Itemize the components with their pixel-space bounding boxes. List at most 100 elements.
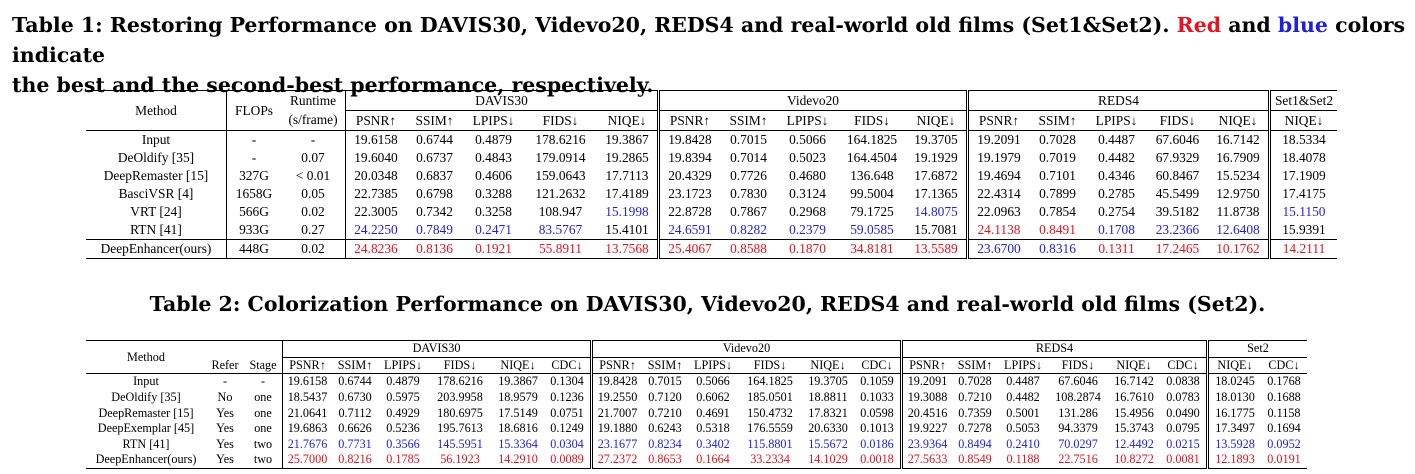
value-cell: 0.6798 <box>416 186 453 201</box>
cell-flops: - <box>226 149 281 167</box>
t2-group-header: REDS4 <box>900 340 1208 358</box>
cell-stage: one <box>254 390 272 405</box>
value-cell: 17.4175 <box>1268 185 1337 203</box>
t1-metric-header: PSNR↑ <box>657 110 720 131</box>
value-cell: 0.5001 <box>1006 405 1040 420</box>
value-cell: 0.5066 <box>696 374 730 389</box>
value-cell: 14.1029 <box>802 452 854 469</box>
value-cell: 145.5951 <box>437 436 483 451</box>
value-cell: 203.9958 <box>437 390 483 405</box>
t2-metric-header: FIDS↓ <box>1048 356 1108 375</box>
value-cell: 24.1138 <box>966 221 1029 240</box>
value-cell: 0.7849 <box>406 221 463 240</box>
value-cell: 0.7101 <box>1039 168 1076 183</box>
table2: Method DAVIS30 Videvo20 REDS4 Set2 Refer… <box>86 339 1307 469</box>
value-cell: 0.1921 <box>463 239 524 259</box>
value-cell: 39.5182 <box>1155 204 1200 219</box>
value-cell: 0.5236 <box>386 421 420 436</box>
t1-metric-header: LPIPS↓ <box>463 110 524 131</box>
value-cell: 17.7113 <box>605 168 649 183</box>
caption1-suffix: colors indicate <box>12 13 1406 67</box>
value-cell: 27.5633 <box>900 452 952 469</box>
value-cell: 0.3124 <box>789 186 826 201</box>
value-cell: 19.1929 <box>914 150 958 165</box>
value-cell: 0.7014 <box>730 150 767 165</box>
value-cell: 0.6737 <box>416 150 453 165</box>
value-cell: 176.5559 <box>747 421 793 436</box>
value-cell: 115.8801 <box>747 436 793 451</box>
value-cell: 16.7909 <box>1216 150 1260 165</box>
value-cell: 0.0952 <box>1267 436 1301 451</box>
value-cell: 59.0585 <box>838 221 906 240</box>
value-cell: 22.8728 <box>657 203 720 221</box>
t2-group-header: DAVIS30 <box>282 340 592 358</box>
value-cell: 0.6744 <box>416 132 453 147</box>
cell-method: DeepRemaster [15] <box>103 168 209 183</box>
t1-metric-header: NIQE↓ <box>1268 110 1337 131</box>
value-cell: 22.3005 <box>345 203 406 221</box>
value-cell: 83.5767 <box>524 221 597 240</box>
cell-flops: 566G <box>226 203 281 221</box>
value-cell: 0.8494 <box>958 436 992 451</box>
value-cell: 0.6243 <box>648 421 682 436</box>
value-cell: 16.7142 <box>1114 374 1154 389</box>
value-cell: 27.2372 <box>590 452 642 469</box>
value-cell: 67.9329 <box>1155 150 1200 165</box>
value-cell: 0.1013 <box>860 421 894 436</box>
value-cell: 0.7112 <box>338 405 372 420</box>
t1-metric-header: PSNR↑ <box>345 110 406 131</box>
value-cell: 136.648 <box>850 168 894 183</box>
value-cell: 0.0186 <box>860 436 894 451</box>
value-cell: 131.286 <box>1058 405 1098 420</box>
value-cell: 19.6158 <box>282 373 332 390</box>
value-cell: 0.0795 <box>1166 421 1200 436</box>
caption1-and-word: and <box>1228 13 1271 37</box>
t1-metric-header: SSIM↑ <box>1029 110 1086 131</box>
value-cell: 0.4482 <box>1006 390 1040 405</box>
value-cell: 22.0963 <box>966 203 1029 221</box>
value-cell: 23.9364 <box>900 436 952 453</box>
t2-metric-header: SSIM↑ <box>642 356 688 375</box>
value-cell: 15.3364 <box>498 436 538 451</box>
value-cell: 13.5928 <box>1206 436 1261 453</box>
value-cell: 195.7613 <box>437 421 483 436</box>
value-cell: 15.4101 <box>597 221 659 240</box>
value-cell: 178.6216 <box>437 374 483 389</box>
value-cell: 0.1158 <box>1267 405 1301 420</box>
value-cell: 164.1825 <box>846 132 898 147</box>
value-cell: 22.7516 <box>1048 452 1108 469</box>
t2-metric-header: FIDS↓ <box>428 356 492 375</box>
value-cell: 18.0245 <box>1206 373 1261 390</box>
value-cell: 0.7015 <box>648 374 682 389</box>
table-row: Input - - 19.6158 0.6744 0.4879 178.6216 19.386… <box>86 373 1307 390</box>
table-row: RTN [41] Yes two 21.7676 0.7731 0.3566 145.595… <box>86 436 1307 453</box>
value-cell: 0.4680 <box>789 168 826 183</box>
value-cell: 0.6626 <box>338 421 372 436</box>
cell-stage: one <box>254 421 272 436</box>
value-cell: 14.8075 <box>914 204 958 219</box>
value-cell: 55.8911 <box>524 239 597 259</box>
value-cell: 0.6837 <box>416 168 453 183</box>
value-cell: 11.8738 <box>1216 204 1260 219</box>
value-cell: 20.6330 <box>808 421 848 436</box>
value-cell: 45.5499 <box>1155 186 1200 201</box>
value-cell: 0.8653 <box>642 452 688 469</box>
t2-group-header: Set2 <box>1206 340 1307 358</box>
value-cell: 0.5066 <box>789 132 826 147</box>
value-cell: 0.4487 <box>1098 132 1135 147</box>
table-row: Input - - 19.6158 0.6744 0.4879 178.6216 19.386… <box>86 130 1337 149</box>
value-cell: 0.4843 <box>475 150 512 165</box>
value-cell: 14.2910 <box>492 452 544 469</box>
value-cell: 0.7015 <box>730 132 767 147</box>
cell-method: RTN [41] <box>122 436 170 451</box>
t1-metric-header: SSIM↑ <box>720 110 777 131</box>
value-cell: 0.8588 <box>720 239 777 259</box>
t2-metric-header: SSIM↑ <box>952 356 998 375</box>
value-cell: 159.0643 <box>535 168 586 183</box>
value-cell: 0.0304 <box>550 436 584 451</box>
value-cell: 99.5004 <box>850 186 894 201</box>
value-cell: 0.3566 <box>386 436 420 451</box>
t1-metric-header: LPIPS↓ <box>1086 110 1147 131</box>
cell-refer: Yes <box>216 421 234 436</box>
cell-method: DeepEnhancer(ours) <box>86 239 227 259</box>
